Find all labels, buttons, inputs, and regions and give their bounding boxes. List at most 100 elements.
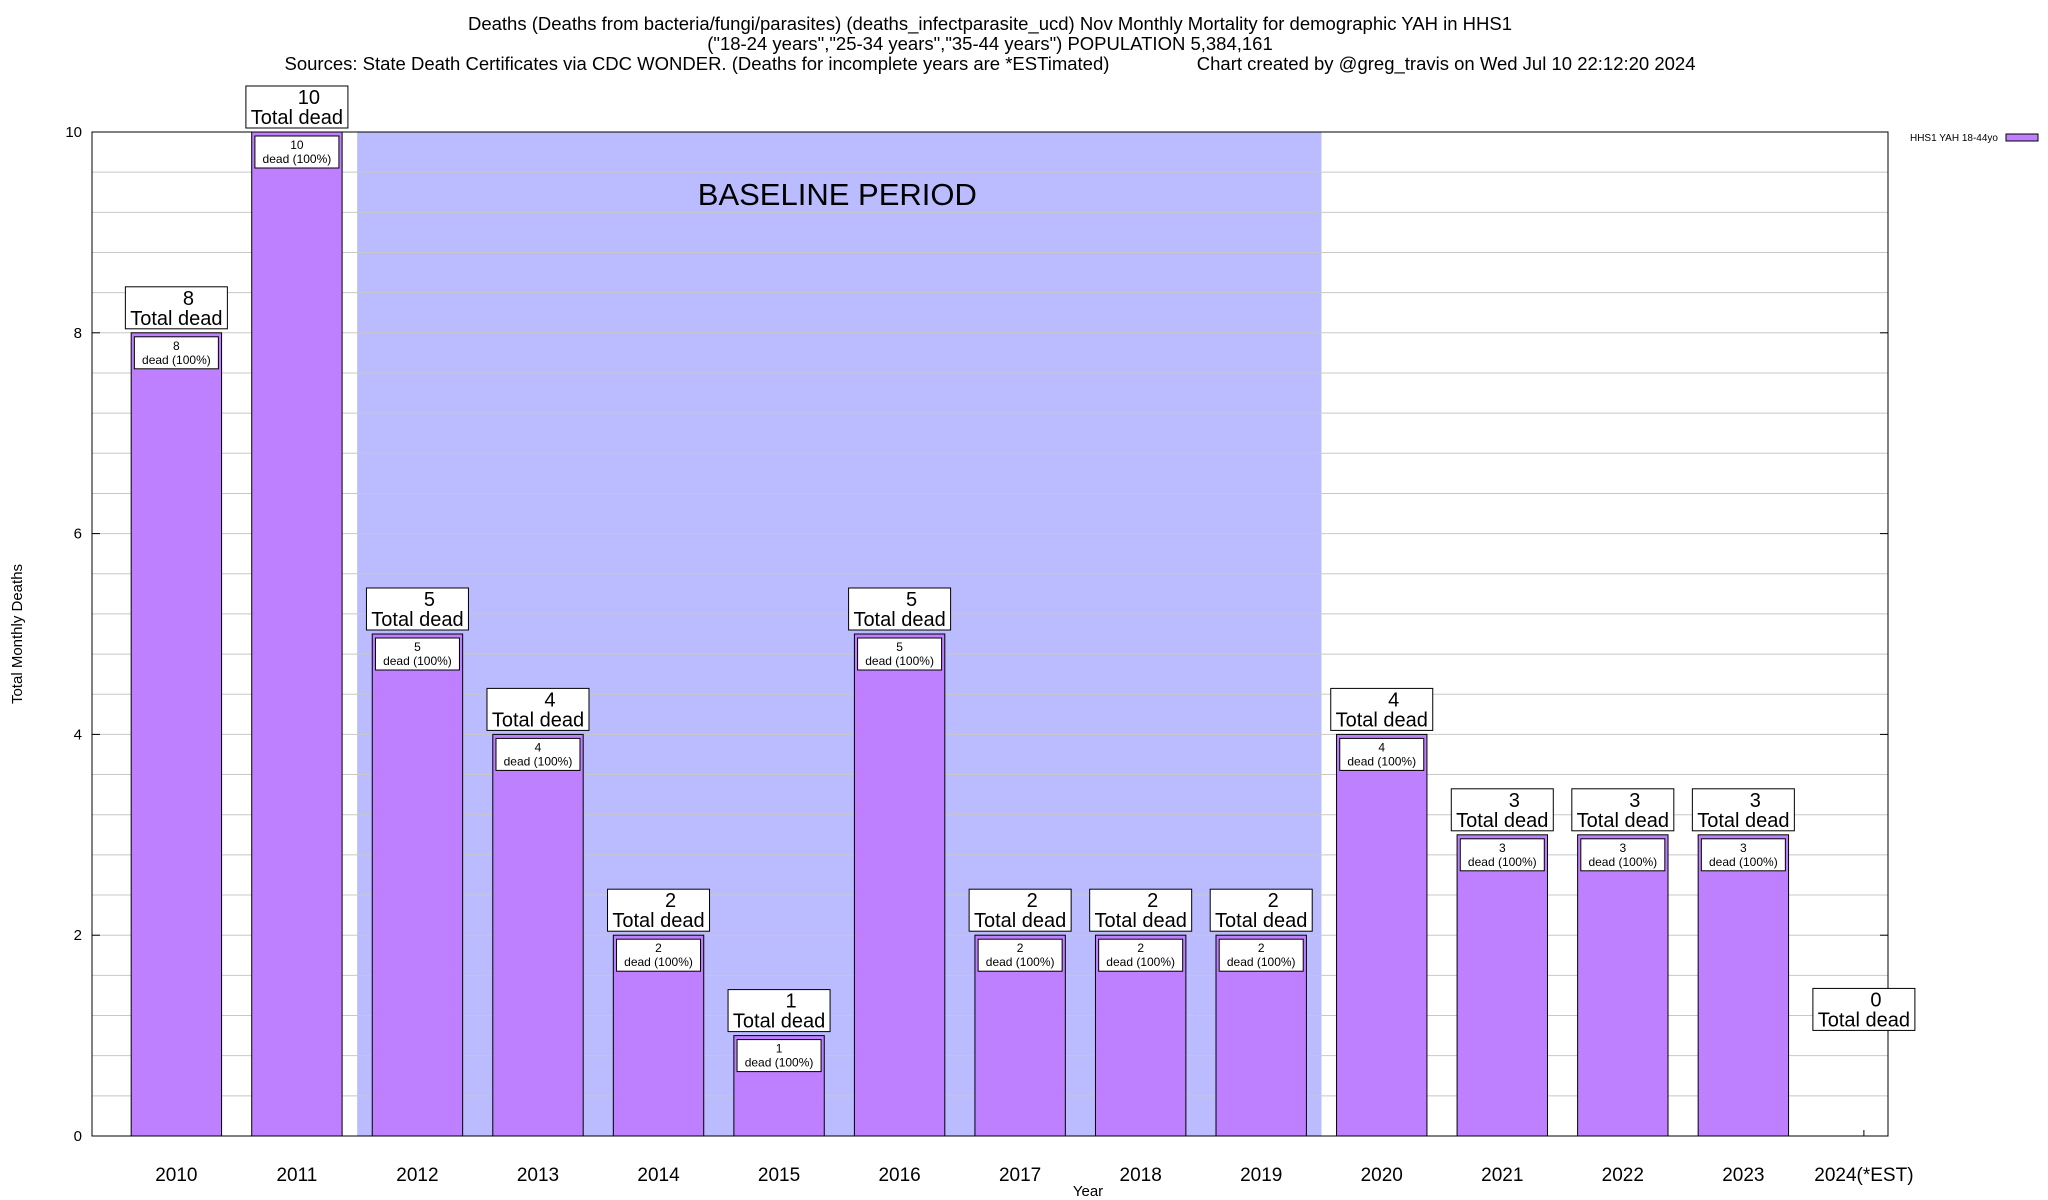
y-tick-label: 0 xyxy=(74,1128,82,1145)
bar-percent-label: dead (100%) xyxy=(986,955,1055,969)
total-value-label: 2 xyxy=(1027,890,1038,912)
bar-2016 xyxy=(853,633,946,1137)
bar-value-label: 5 xyxy=(896,640,903,654)
total-dead-label: Total dead xyxy=(371,609,463,631)
bar-percent-label: dead (100%) xyxy=(1709,855,1778,869)
title-line-1: Deaths (Deaths from bacteria/fungi/paras… xyxy=(467,13,1512,34)
y-tick-label: 4 xyxy=(74,726,82,743)
x-tick-label: 2017 xyxy=(999,1165,1041,1186)
bar-label-box xyxy=(1459,838,1545,872)
bar-label-box xyxy=(1098,938,1184,972)
total-value-label: 2 xyxy=(1268,890,1279,912)
bar-value-label: 3 xyxy=(1499,841,1506,855)
bar-percent-label: dead (100%) xyxy=(263,152,332,166)
bar-percent-label: dead (100%) xyxy=(1347,754,1416,768)
bar-value-label: 8 xyxy=(173,339,180,353)
total-dead-label: Total dead xyxy=(1818,1009,1910,1031)
title-line-3: Sources: State Death Certificates via CD… xyxy=(284,53,1696,74)
bar-2021 xyxy=(1456,834,1548,1137)
baseline-period-label: BASELINE PERIOD xyxy=(698,177,977,212)
total-dead-label: Total dead xyxy=(130,308,222,330)
bar-label-box xyxy=(1580,838,1666,872)
x-tick-label: 2022 xyxy=(1602,1165,1644,1186)
total-label-box xyxy=(1812,987,1916,1031)
bar-value-label: 4 xyxy=(535,740,542,754)
x-tick-label: 2018 xyxy=(1120,1165,1162,1186)
y-tick-label: 2 xyxy=(74,927,82,944)
x-tick-label: 2023 xyxy=(1722,1165,1764,1186)
bar-label-box xyxy=(495,737,581,771)
bar-label-box xyxy=(736,1039,822,1073)
total-dead-label: Total dead xyxy=(1577,810,1669,832)
bar-percent-label: dead (100%) xyxy=(1227,955,1296,969)
bar-value-label: 5 xyxy=(414,640,421,654)
total-label-box xyxy=(1571,788,1675,832)
bar-2022 xyxy=(1577,834,1669,1137)
total-label-box xyxy=(124,286,228,330)
total-label-box xyxy=(727,989,831,1033)
total-dead-label: Total dead xyxy=(733,1011,825,1033)
total-value-label: 8 xyxy=(183,288,194,310)
total-value-label: 0 xyxy=(1870,989,1881,1011)
bar-2012 xyxy=(371,633,464,1137)
bar-label-box xyxy=(1700,838,1786,872)
x-tick-label: 2024(*EST) xyxy=(1814,1165,1913,1186)
bar-2023 xyxy=(1697,834,1790,1137)
total-value-label: 5 xyxy=(424,589,435,611)
x-tick-label: 2021 xyxy=(1481,1165,1523,1186)
total-dead-label: Total dead xyxy=(1215,910,1307,932)
x-tick-label: 2011 xyxy=(276,1165,317,1186)
bar-2013 xyxy=(492,733,584,1137)
total-value-label: 1 xyxy=(785,991,796,1013)
total-value-label: 4 xyxy=(1388,689,1399,711)
bar-value-label: 1 xyxy=(776,1042,783,1056)
bar-label-box xyxy=(977,938,1063,972)
total-value-label: 3 xyxy=(1750,790,1761,812)
total-value-label: 4 xyxy=(544,689,555,711)
total-value-label: 5 xyxy=(906,589,917,611)
bar-percent-label: dead (100%) xyxy=(1468,855,1537,869)
chart-title: Deaths (Deaths from bacteria/fungi/paras… xyxy=(0,14,1980,74)
total-value-label: 3 xyxy=(1629,790,1640,812)
x-tick-label: 2020 xyxy=(1361,1165,1403,1186)
x-tick-label: 2019 xyxy=(1240,1165,1282,1186)
bar-label-box xyxy=(857,637,943,671)
y-tick-label: 8 xyxy=(74,325,82,342)
bar-label-box xyxy=(254,135,340,169)
bar-percent-label: dead (100%) xyxy=(1588,855,1657,869)
title-line-2: ("18-24 years","25-34 years","35-44 year… xyxy=(707,33,1273,54)
total-value-label: 3 xyxy=(1509,790,1520,812)
bar-label-box xyxy=(374,637,460,671)
total-dead-label: Total dead xyxy=(853,609,945,631)
total-label-box xyxy=(1330,687,1434,731)
total-dead-label: Total dead xyxy=(1095,910,1187,932)
total-label-box xyxy=(486,687,590,731)
x-tick-label: 2015 xyxy=(758,1165,800,1186)
x-tick-label: 2010 xyxy=(155,1165,197,1186)
bar-2011 xyxy=(251,131,343,1137)
bar-value-label: 3 xyxy=(1619,841,1626,855)
total-label-box xyxy=(365,587,469,631)
bar-value-label: 2 xyxy=(655,941,662,955)
x-tick-label: 2014 xyxy=(637,1165,680,1186)
bar-value-label: 2 xyxy=(1258,941,1265,955)
bar-value-label: 10 xyxy=(290,138,304,152)
bar-label-box xyxy=(133,336,219,370)
bar-label-box xyxy=(1218,938,1304,972)
legend-swatch xyxy=(2005,133,2039,142)
total-dead-label: Total dead xyxy=(1336,709,1428,731)
total-label-box xyxy=(848,587,952,631)
total-value-label: 2 xyxy=(1147,890,1158,912)
total-label-box xyxy=(1691,788,1795,832)
x-tick-label: 2016 xyxy=(878,1165,920,1186)
bar-label-box xyxy=(1339,737,1425,771)
x-axis-title: Year xyxy=(1073,1183,1103,1200)
total-label-box xyxy=(1209,888,1313,932)
total-label-box xyxy=(245,85,349,129)
total-value-label: 10 xyxy=(298,87,320,109)
total-label-box xyxy=(1450,788,1554,832)
total-value-label: 2 xyxy=(665,890,676,912)
y-tick-label: 6 xyxy=(74,526,82,543)
bar-percent-label: dead (100%) xyxy=(142,353,211,367)
